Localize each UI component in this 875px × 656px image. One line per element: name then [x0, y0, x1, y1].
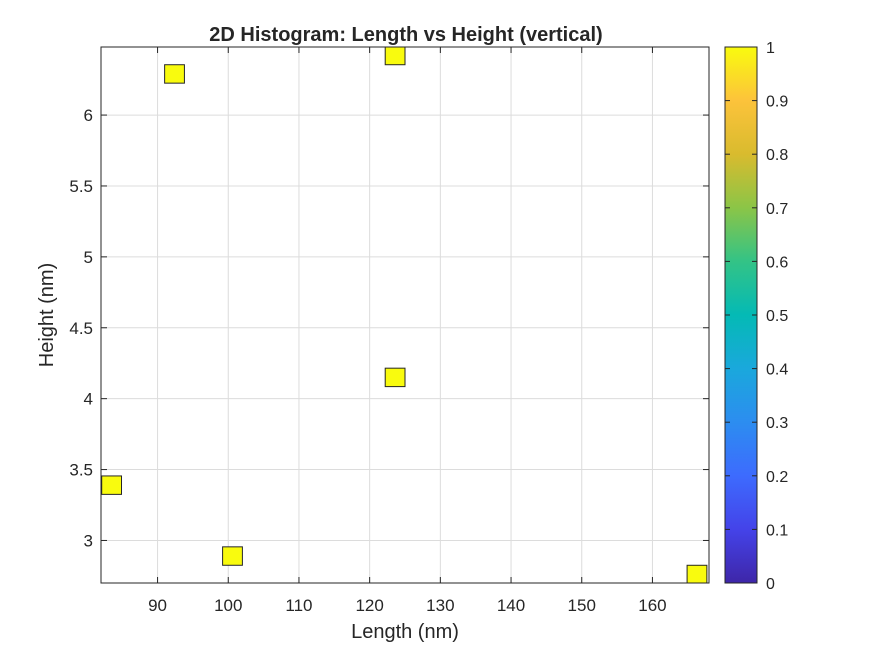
x-tick-label: 150 [568, 596, 596, 615]
histogram-bins [101, 46, 708, 584]
histogram-bin [384, 46, 406, 66]
histogram-bin [101, 475, 123, 495]
x-tick-label: 90 [148, 596, 167, 615]
colorbar-ticks: 0 0.1 0.2 0.3 0.4 0.5 0.6 0.7 0.8 0.9 1 [725, 40, 788, 593]
x-tick-label: 160 [638, 596, 666, 615]
colorbar-tick-label: 1 [766, 40, 775, 57]
colorbar-tick-label: 0.2 [766, 469, 788, 486]
colorbar-tick-label: 0.1 [766, 522, 788, 539]
histogram-bin [164, 64, 185, 84]
x-axis: 90 100 110 120 130 140 150 160 [148, 47, 667, 615]
y-tick-label: 4.5 [69, 319, 93, 338]
x-axis-label: Length (nm) [351, 621, 459, 643]
x-tick-label: 120 [355, 596, 383, 615]
chart-title: 2D Histogram: Length vs Height (vertical… [209, 24, 602, 46]
histogram-bin [384, 367, 406, 388]
y-tick-label: 6 [84, 106, 93, 125]
colorbar-tick-label: 0.7 [766, 201, 788, 218]
colorbar-tick-label: 0.5 [766, 308, 788, 325]
y-axis: 3 3.5 4 4.5 5 5.5 6 [69, 106, 709, 550]
histogram-bin [686, 564, 708, 584]
y-tick-label: 3 [84, 531, 93, 550]
colorbar [724, 46, 758, 584]
colorbar-tick-label: 0.4 [766, 362, 788, 379]
x-tick-label: 110 [285, 596, 312, 615]
y-tick-label: 5.5 [69, 177, 93, 196]
y-tick-label: 3.5 [69, 461, 93, 480]
colorbar-tick-label: 0.8 [766, 147, 788, 164]
y-tick-label: 5 [84, 248, 93, 267]
x-tick-label: 100 [214, 596, 242, 615]
y-tick-label: 4 [84, 390, 93, 409]
grid-lines [101, 47, 709, 583]
colorbar-tick-label: 0.9 [766, 94, 788, 111]
plot-area [100, 46, 710, 584]
x-tick-label: 130 [426, 596, 454, 615]
colorbar-tick-label: 0 [766, 576, 775, 593]
y-axis-label: Height (nm) [36, 263, 58, 367]
x-tick-label: 140 [497, 596, 525, 615]
histogram-bin [222, 546, 243, 566]
colorbar-tick-label: 0.3 [766, 415, 788, 432]
colorbar-tick-label: 0.6 [766, 254, 788, 271]
